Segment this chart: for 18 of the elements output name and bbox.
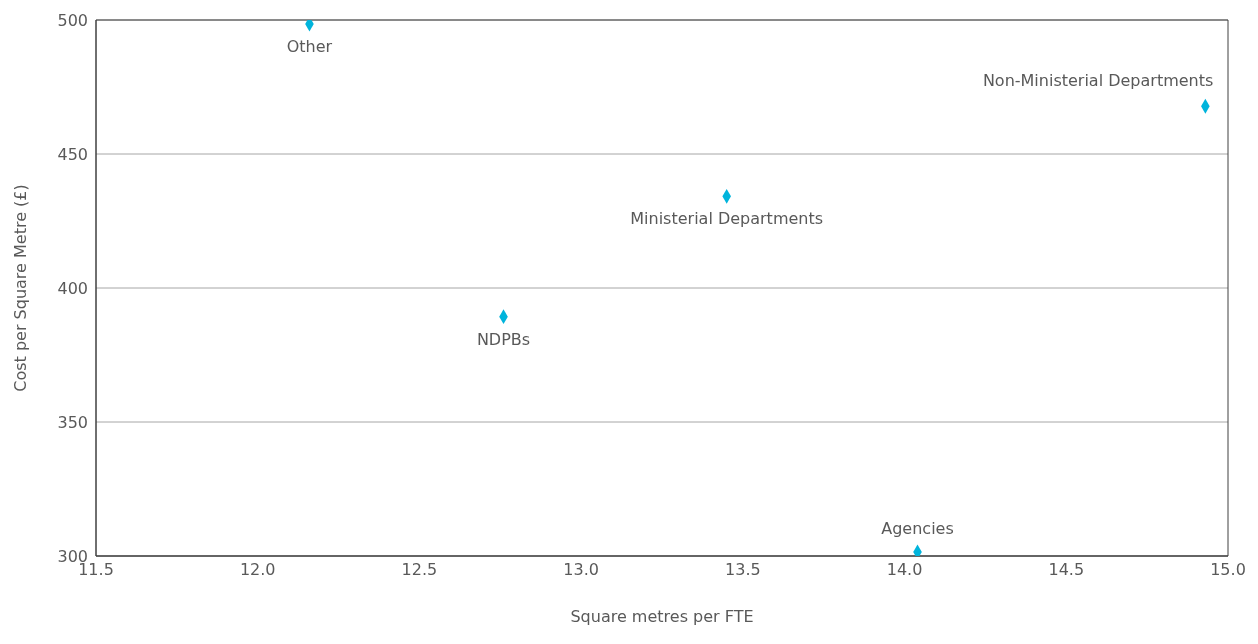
x-tick-label: 15.0 xyxy=(1210,560,1246,580)
y-axis-title: Cost per Square Metre (£) xyxy=(10,184,30,392)
x-tick-label: 13.5 xyxy=(725,560,761,580)
x-tick-label: 13.0 xyxy=(563,560,599,580)
x-axis-title: Square metres per FTE xyxy=(570,607,754,626)
y-tick-label: 450 xyxy=(57,144,88,164)
series-label: Non-Ministerial Departments xyxy=(982,71,1214,91)
x-tick-label: 14.0 xyxy=(886,560,923,580)
series-label: Other xyxy=(286,37,333,57)
series-label: Ministerial Departments xyxy=(630,209,824,229)
x-tick-label: 12.0 xyxy=(239,560,276,580)
x-tick-label: 14.5 xyxy=(1048,560,1085,580)
y-tick-label: 500 xyxy=(57,10,88,30)
series-label: Agencies xyxy=(881,518,954,538)
series-label: NDPBs xyxy=(476,329,531,349)
y-tick-label: 350 xyxy=(57,412,88,432)
x-tick-label: 12.5 xyxy=(401,560,438,580)
y-tick-label: 400 xyxy=(57,278,88,298)
